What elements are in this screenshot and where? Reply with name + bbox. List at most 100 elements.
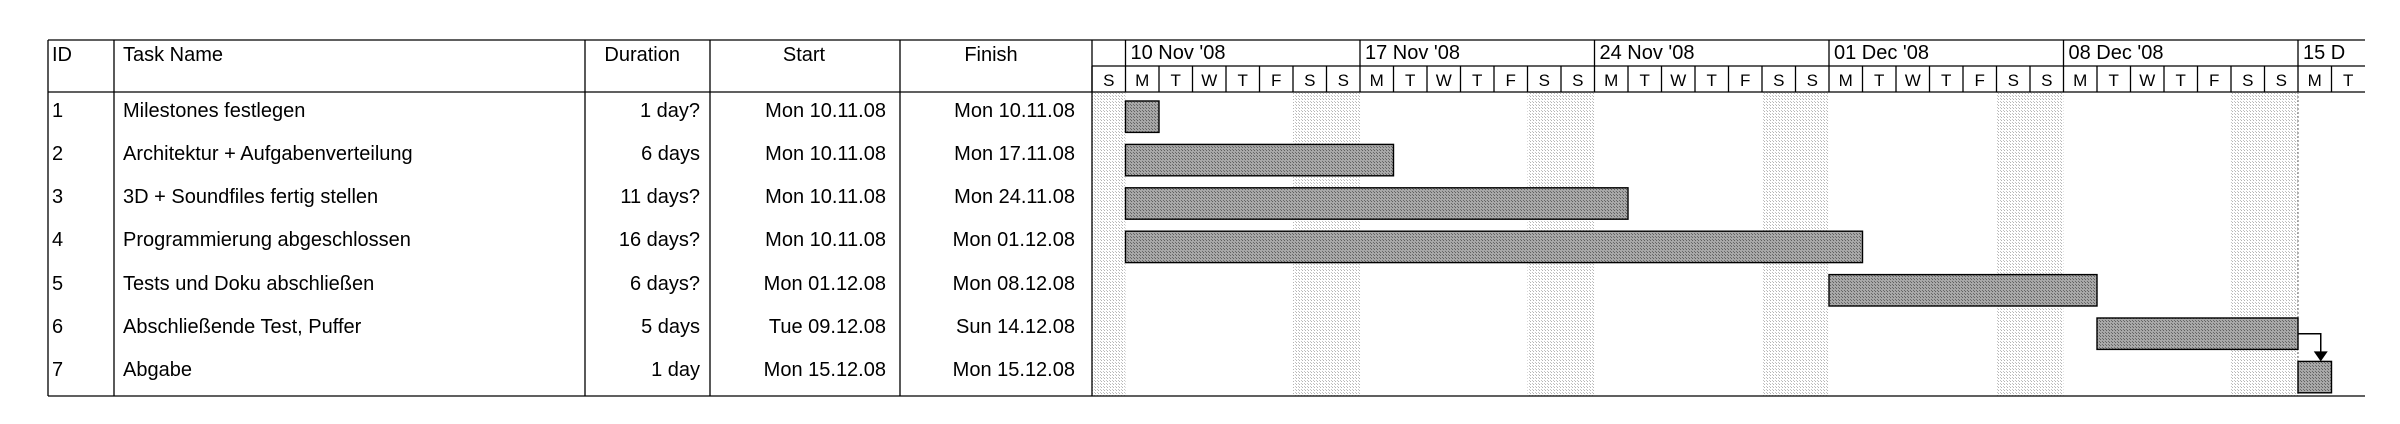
column-header-finish: Finish [964, 44, 1017, 66]
dependency-line [2298, 332, 2322, 354]
day-letter: S [2041, 71, 2052, 90]
day-letter: T [1171, 71, 1181, 90]
task-bar-1 [1124, 100, 1160, 134]
day-letter: S [1572, 71, 1583, 90]
task-name: Programmierung abgeschlossen [123, 229, 411, 251]
task-row-6: 6 Abschließende Test, Puffer 5 days Tue … [52, 316, 1075, 338]
day-letter: S [1807, 71, 1818, 90]
task-duration: 1 day? [640, 100, 700, 122]
day-letter: F [1271, 71, 1281, 90]
task-start: Mon 01.12.08 [764, 273, 886, 295]
day-letter: W [2139, 71, 2155, 90]
task-finish: Mon 15.12.08 [953, 359, 1075, 381]
day-letter: T [2176, 71, 2186, 90]
day-letter: S [2276, 71, 2287, 90]
task-bar-7 [2297, 360, 2333, 394]
task-duration: 5 days [641, 316, 700, 338]
dependency-arrow-icon [2313, 351, 2328, 362]
day-letter: S [2242, 71, 2253, 90]
day-letter: S [1338, 71, 1349, 90]
task-bar-5 [1828, 273, 2098, 307]
task-bar-2 [1124, 143, 1395, 177]
table-header: ID Task Name Duration Start Finish [52, 44, 1018, 66]
day-letter: S [1539, 71, 1550, 90]
task-id: 6 [52, 316, 63, 338]
week-label: 08 Dec '08 [2069, 42, 2164, 64]
day-letter: T [1405, 71, 1415, 90]
day-letter: F [2209, 71, 2219, 90]
week-label: 01 Dec '08 [1834, 42, 1929, 64]
task-name: Milestones festlegen [123, 100, 305, 122]
task-duration: 6 days [641, 143, 700, 165]
task-duration: 11 days? [620, 186, 700, 208]
day-letter: S [1304, 71, 1315, 90]
task-name: 3D + Soundfiles fertig stellen [123, 186, 378, 208]
task-id: 4 [52, 229, 63, 251]
task-name: Abgabe [123, 359, 192, 381]
task-id: 5 [52, 273, 63, 295]
table-grid [47, 39, 2365, 397]
task-row-7: 7 Abgabe 1 day Mon 15.12.08 Mon 15.12.08 [52, 359, 1075, 381]
day-letter: F [1506, 71, 1516, 90]
task-duration: 16 days? [619, 229, 700, 251]
column-header-id: ID [52, 44, 72, 66]
task-id: 3 [52, 186, 63, 208]
task-row-1: 1 Milestones festlegen 1 day? Mon 10.11.… [52, 100, 1075, 122]
column-header-duration: Duration [604, 44, 680, 66]
task-finish: Mon 08.12.08 [953, 273, 1075, 295]
day-letter: W [1201, 71, 1217, 90]
day-letter: M [2073, 71, 2087, 90]
day-letter: W [1905, 71, 1921, 90]
day-letter: S [1773, 71, 1784, 90]
task-name: Architektur + Aufgabenverteilung [123, 143, 413, 165]
gantt-bars [1124, 100, 2333, 394]
task-start: Mon 10.11.08 [765, 143, 886, 165]
task-finish: Mon 17.11.08 [954, 143, 1075, 165]
day-letter: T [1472, 71, 1482, 90]
week-label: 15 D [2303, 42, 2345, 64]
task-bar-3 [1124, 187, 1629, 220]
day-letter: T [1941, 71, 1951, 90]
day-letter: F [1740, 71, 1750, 90]
task-start: Tue 09.12.08 [769, 316, 886, 338]
task-start: Mon 10.11.08 [765, 186, 886, 208]
task-id: 2 [52, 143, 63, 165]
day-letter: W [1670, 71, 1686, 90]
day-letter: M [1604, 71, 1618, 90]
day-letter: T [1640, 71, 1650, 90]
column-header-task-name: Task Name [123, 44, 223, 66]
task-name: Abschließende Test, Puffer [123, 316, 362, 338]
task-duration: 6 days? [630, 273, 700, 295]
task-row-3: 3 3D + Soundfiles fertig stellen 11 days… [52, 186, 1075, 208]
dependency-links [2298, 332, 2328, 362]
task-row-5: 5 Tests und Doku abschließen 6 days? Mon… [52, 273, 1075, 295]
task-bar-4 [1124, 230, 1864, 264]
day-letter: M [2308, 71, 2322, 90]
day-letter: M [1839, 71, 1853, 90]
day-letter: T [1874, 71, 1884, 90]
weekend-day [1092, 92, 1126, 396]
week-label: 24 Nov '08 [1600, 42, 1695, 64]
task-id: 7 [52, 359, 63, 381]
weekend-day [1996, 92, 2030, 396]
task-finish: Mon 10.11.08 [954, 100, 1075, 122]
task-finish: Mon 24.11.08 [954, 186, 1075, 208]
day-letter: M [1370, 71, 1384, 90]
task-name: Tests und Doku abschließen [123, 273, 374, 295]
task-finish: Sun 14.12.08 [956, 316, 1075, 338]
timescale-header: 10 Nov '08 17 Nov '08 24 Nov '08 01 Dec '08… [1091, 40, 2365, 396]
column-header-start: Start [783, 44, 826, 66]
day-letter: S [2008, 71, 2019, 90]
day-letter: T [1707, 71, 1717, 90]
week-label: 10 Nov '08 [1131, 42, 1226, 64]
day-letter: T [2109, 71, 2119, 90]
task-row-4: 4 Programmierung abgeschlossen 16 days? … [52, 229, 1075, 251]
task-row-2: 2 Architektur + Aufgabenverteilung 6 day… [52, 143, 1075, 165]
week-label: 17 Nov '08 [1365, 42, 1460, 64]
task-start: Mon 10.11.08 [765, 229, 886, 251]
day-letter: T [2343, 71, 2353, 90]
day-letter: M [1135, 71, 1149, 90]
task-bar-6 [2096, 317, 2299, 351]
day-letter: W [1436, 71, 1452, 90]
